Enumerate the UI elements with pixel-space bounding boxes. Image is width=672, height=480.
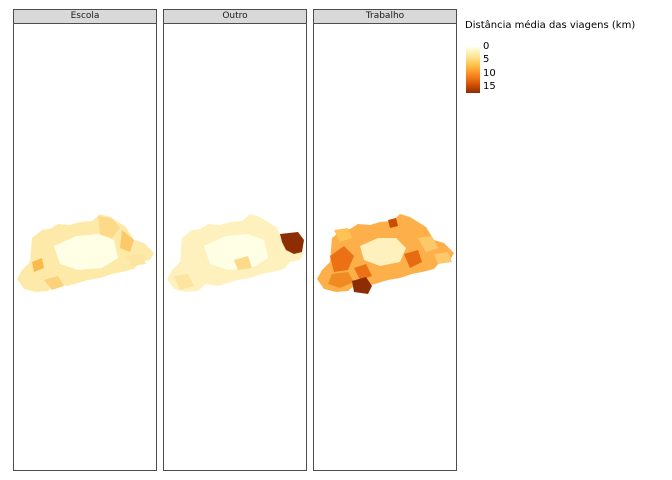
facet-trabalho: Trabalho xyxy=(313,9,457,471)
facet-strip-trabalho: Trabalho xyxy=(313,9,457,24)
district-cluster xyxy=(328,272,354,288)
map-panel-trabalho xyxy=(313,23,457,471)
district-cluster xyxy=(360,238,406,266)
map-panel-outro xyxy=(163,23,307,471)
legend-title: Distância média das viagens (km) xyxy=(465,20,636,31)
district-cluster xyxy=(32,258,44,272)
district-cluster xyxy=(334,228,352,242)
legend-tick: 5 xyxy=(483,54,490,65)
district-cluster xyxy=(404,250,422,268)
district-cluster xyxy=(388,218,398,228)
legend-colorbar xyxy=(466,47,480,93)
legend-tick: 0 xyxy=(483,41,490,52)
district-cluster xyxy=(280,232,304,254)
district-cluster xyxy=(330,246,354,272)
district-cluster xyxy=(126,254,146,266)
district-cluster xyxy=(174,274,194,290)
facet-strip-outro: Outro xyxy=(163,9,307,24)
map-outro xyxy=(167,214,304,292)
district-cluster xyxy=(98,216,120,238)
map-trabalho xyxy=(317,214,454,294)
district-cluster xyxy=(120,230,134,252)
map-escola xyxy=(17,214,154,292)
district-cluster xyxy=(54,234,118,270)
facet-outro: Outro xyxy=(163,9,307,471)
district-cluster xyxy=(354,264,372,280)
legend-tick: 10 xyxy=(483,68,496,79)
district-cluster xyxy=(44,276,64,290)
facet-strip-escola: Escola xyxy=(13,9,157,24)
legend-tick: 15 xyxy=(483,81,496,92)
district-cluster xyxy=(352,277,372,294)
district-cluster xyxy=(434,252,452,264)
map-panel-escola xyxy=(13,23,157,471)
district-cluster xyxy=(204,234,268,270)
district-cluster xyxy=(234,256,252,270)
district-cluster xyxy=(418,236,438,252)
facet-escola: Escola xyxy=(13,9,157,471)
